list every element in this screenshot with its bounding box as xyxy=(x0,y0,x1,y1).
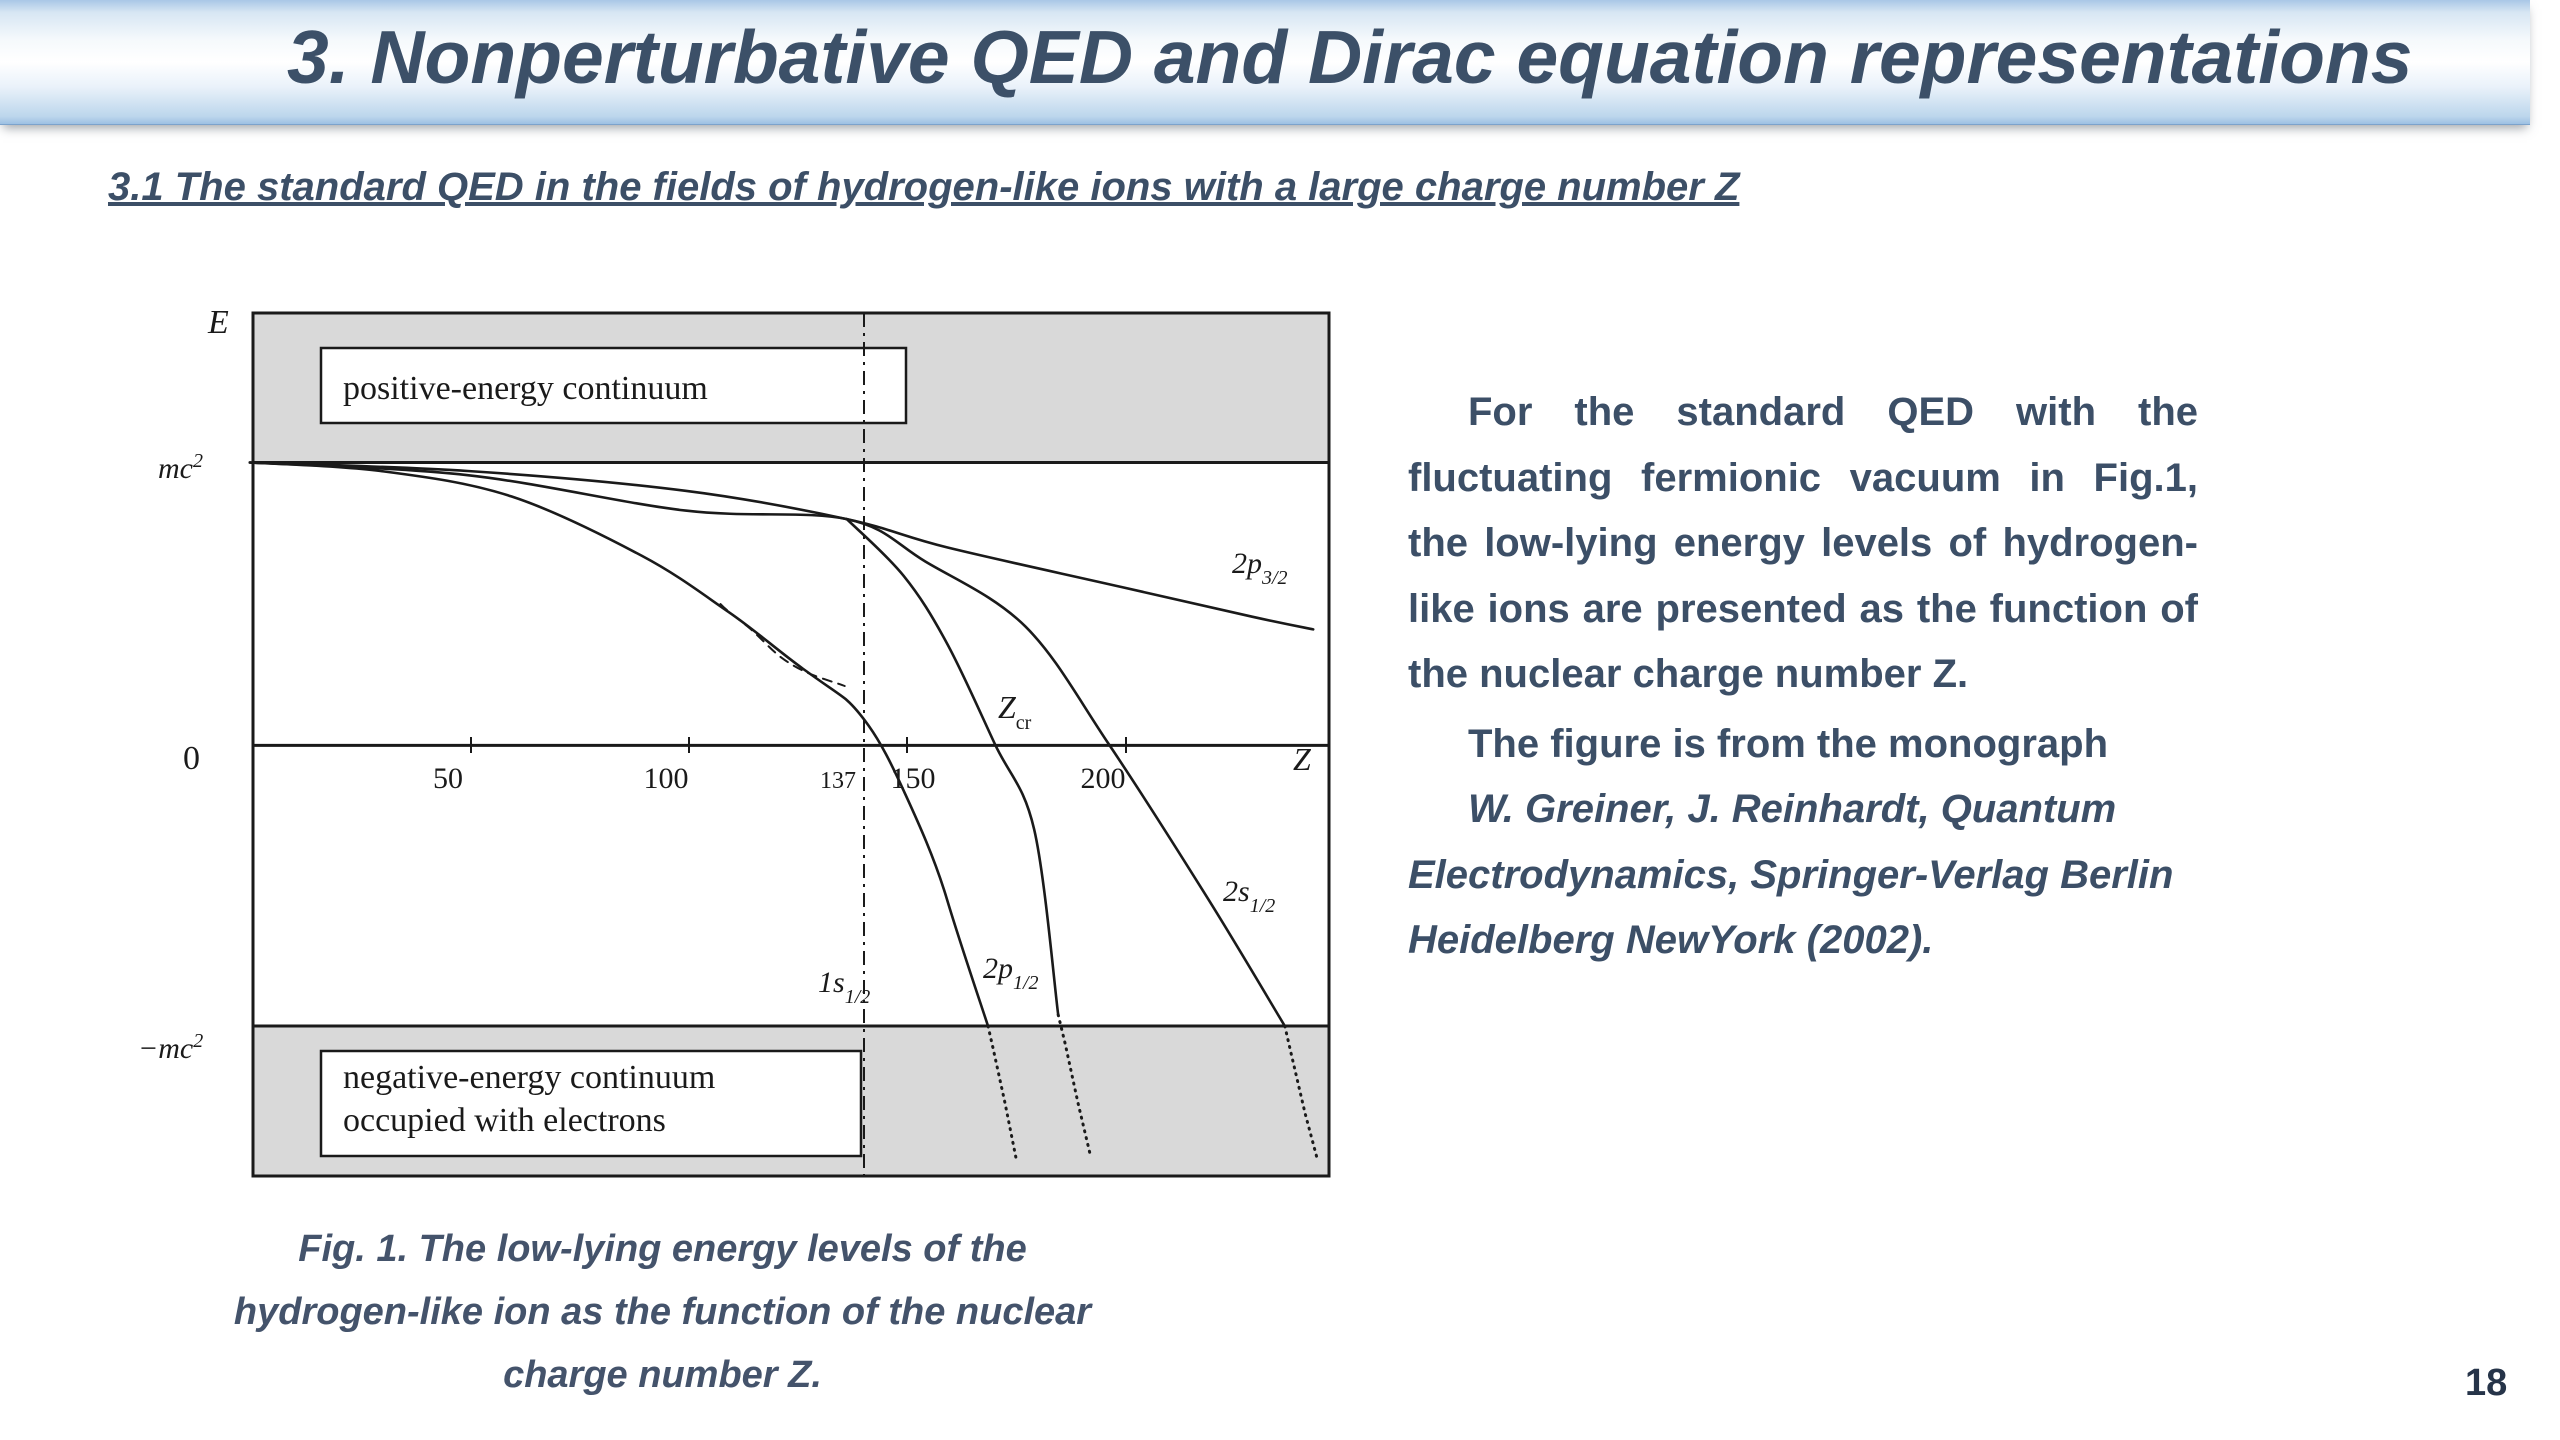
svg-text:E: E xyxy=(207,304,229,341)
svg-text:Z: Z xyxy=(1293,741,1312,777)
svg-text:0: 0 xyxy=(183,740,200,777)
svg-text:−mc2: −mc2 xyxy=(138,1030,203,1065)
svg-text:200: 200 xyxy=(1081,762,1126,795)
svg-text:occupied with electrons: occupied with electrons xyxy=(343,1102,666,1139)
svg-text:negative-energy continuum: negative-energy continuum xyxy=(343,1059,715,1096)
svg-text:mc2: mc2 xyxy=(158,450,203,485)
svg-text:137: 137 xyxy=(820,768,856,794)
svg-text:positive-energy continuum: positive-energy continuum xyxy=(343,370,708,407)
svg-text:100: 100 xyxy=(644,762,689,795)
svg-text:50: 50 xyxy=(433,762,463,795)
svg-text:150: 150 xyxy=(891,762,936,795)
